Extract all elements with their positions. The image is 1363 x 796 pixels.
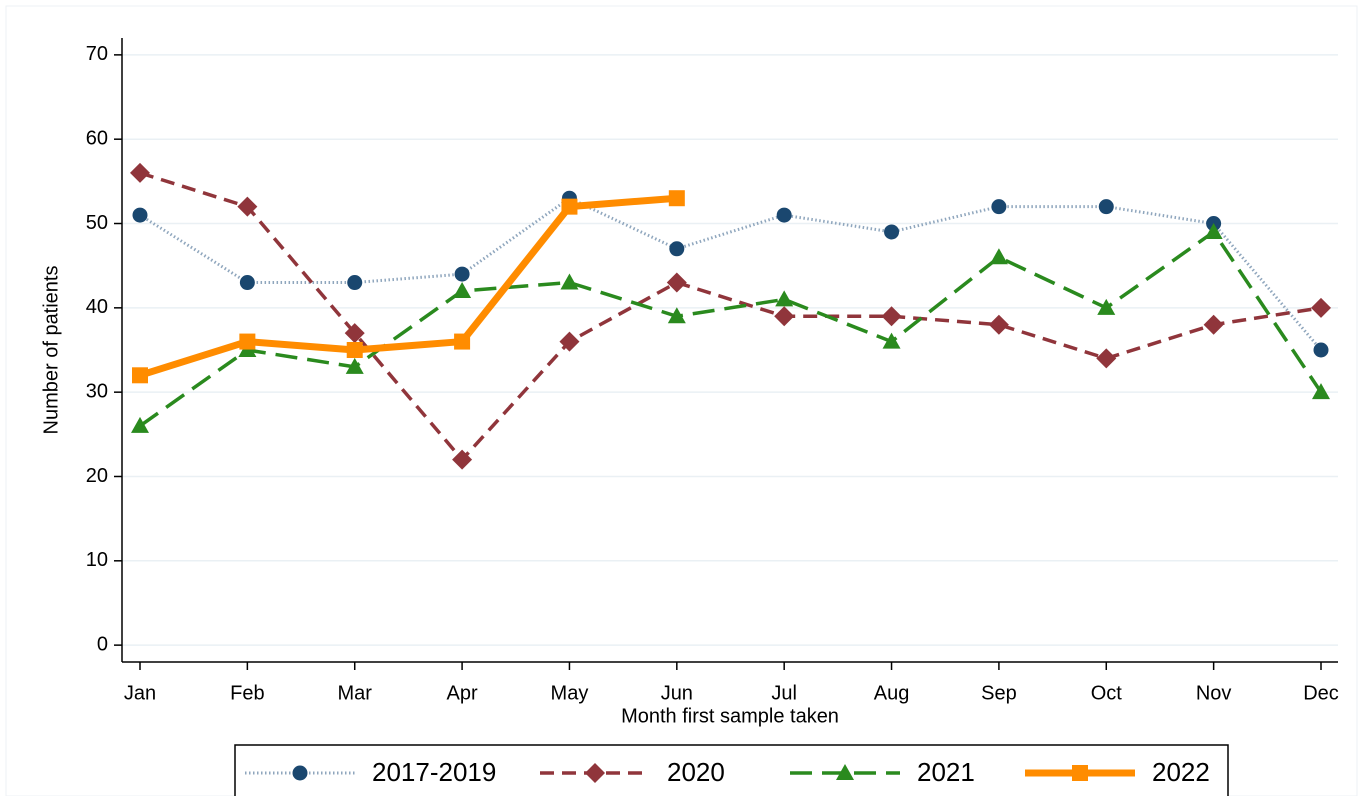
legend-marker: [292, 765, 308, 781]
legend-marker: [1072, 765, 1088, 781]
data-point: [666, 272, 687, 293]
data-point: [130, 162, 150, 183]
data-point: [1098, 199, 1114, 215]
data-point: [1312, 383, 1330, 400]
data-point: [346, 342, 363, 358]
data-point: [132, 367, 148, 384]
data-point: [776, 207, 792, 223]
data-point: [345, 357, 364, 374]
data-point: [454, 333, 471, 350]
y-tick-label: 70: [86, 43, 108, 65]
legend-label: 2017-2019: [372, 757, 496, 787]
data-point: [775, 290, 794, 307]
series-line: [139, 196, 1323, 351]
data-point: [237, 196, 258, 217]
data-point: [882, 332, 901, 349]
series-line: [138, 230, 1323, 428]
data-point: [988, 314, 1009, 335]
data-point: [239, 275, 255, 291]
y-tick-label: 60: [86, 127, 108, 149]
series-line: [139, 171, 1322, 462]
y-tick-label: 0: [97, 633, 108, 655]
data-point: [132, 207, 148, 223]
data-point: [881, 306, 902, 327]
x-tick-label: Dec: [1303, 682, 1339, 704]
x-tick-label: Jul: [771, 682, 797, 704]
x-tick-label: Apr: [447, 682, 478, 704]
data-point: [991, 199, 1007, 215]
x-tick-label: Mar: [338, 682, 373, 704]
data-point: [1204, 222, 1223, 239]
legend-marker: [836, 764, 854, 780]
data-point: [884, 224, 900, 240]
data-point: [669, 241, 685, 257]
y-axis-title: Number of patients: [40, 266, 62, 435]
y-tick-label: 30: [86, 380, 108, 402]
x-tick-label: Jan: [124, 682, 156, 704]
data-point: [1203, 314, 1224, 335]
legend-label: 2020: [667, 757, 725, 787]
data-point: [239, 333, 256, 350]
data-point: [454, 266, 470, 282]
x-tick-label: Nov: [1196, 682, 1232, 704]
data-point: [667, 307, 686, 324]
x-axis-title: Month first sample taken: [621, 705, 839, 727]
frame: [5, 5, 1358, 796]
legend-label: 2021: [917, 757, 975, 787]
data-point: [1096, 348, 1117, 369]
x-tick-label: Feb: [230, 682, 264, 704]
data-point: [1097, 298, 1116, 315]
series-line: [138, 194, 678, 379]
data-point: [989, 248, 1008, 265]
data-point: [344, 323, 365, 344]
x-tick-label: Oct: [1091, 682, 1123, 704]
data-point: [1313, 342, 1329, 358]
x-tick-label: Sep: [981, 682, 1017, 704]
data-point: [131, 416, 149, 433]
data-point: [347, 275, 363, 291]
y-tick-label: 20: [86, 465, 108, 487]
legend-marker: [585, 763, 605, 783]
data-point: [561, 198, 578, 215]
data-point: [668, 190, 685, 207]
data-point: [560, 273, 579, 290]
data-point: [1311, 297, 1331, 318]
legend-label: 2022: [1152, 757, 1210, 787]
y-tick-label: 50: [86, 212, 108, 234]
data-point: [559, 331, 580, 352]
data-point: [452, 449, 473, 470]
x-tick-label: Aug: [874, 682, 910, 704]
y-tick-label: 40: [86, 296, 108, 318]
data-point: [453, 281, 472, 298]
x-tick-label: May: [551, 682, 589, 704]
data-point: [774, 306, 795, 327]
y-tick-label: 10: [86, 549, 108, 571]
x-tick-label: Jun: [661, 682, 693, 704]
